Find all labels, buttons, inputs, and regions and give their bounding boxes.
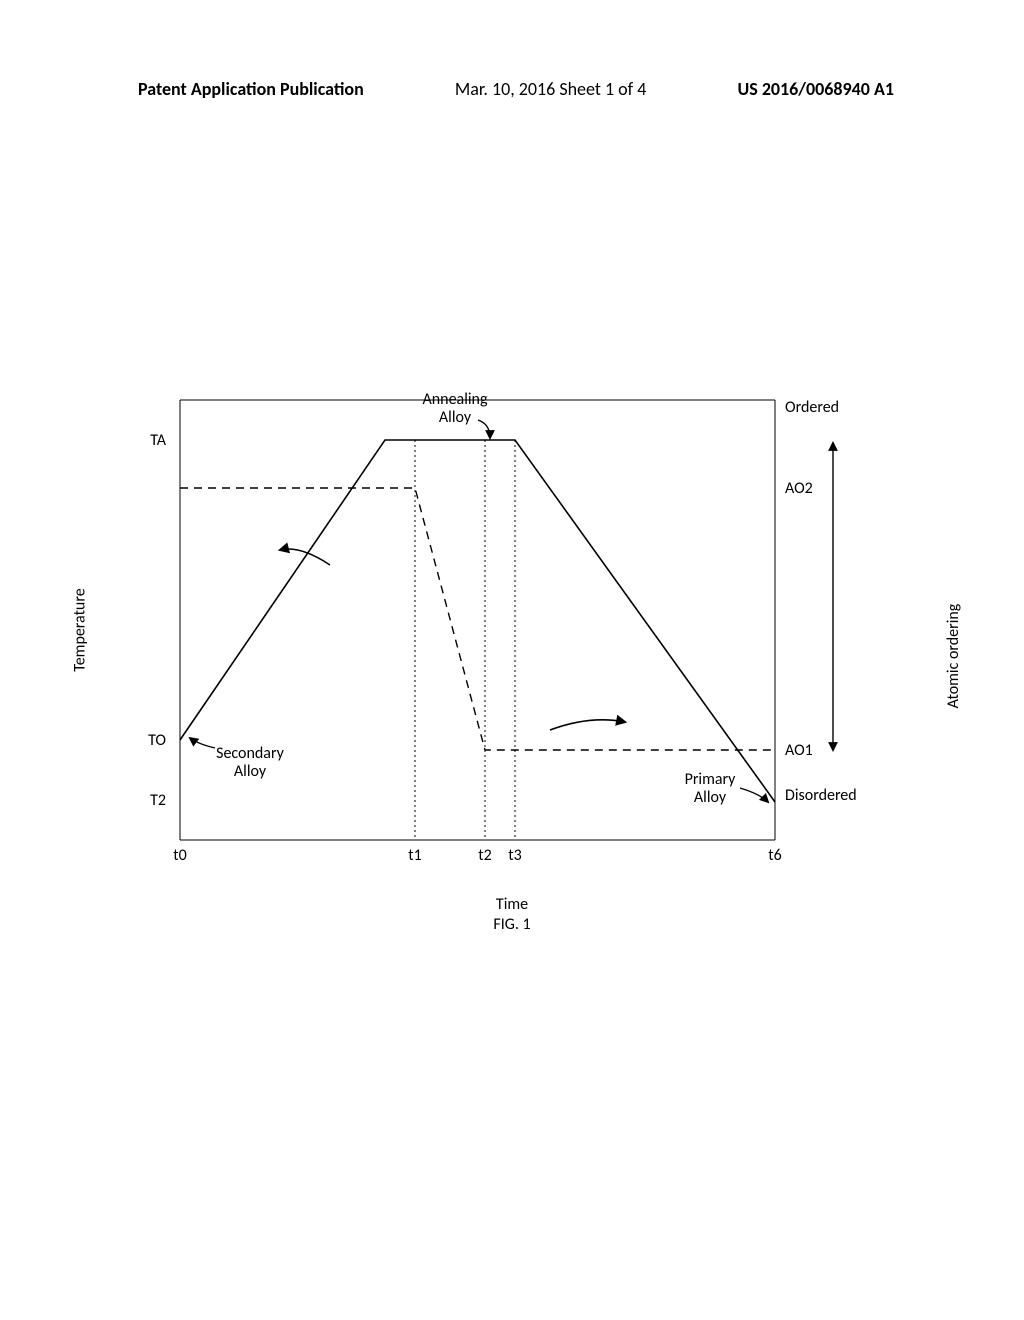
page-header: Patent Application Publication Mar. 10, … [0,78,1024,100]
svg-text:t2: t2 [478,846,491,865]
svg-text:Alloy: Alloy [694,788,727,807]
svg-text:Secondary: Secondary [216,744,285,763]
svg-text:t6: t6 [768,846,781,865]
svg-text:t1: t1 [408,846,421,865]
header-right: US 2016/0068940 A1 [737,78,894,100]
header-center: Mar. 10, 2016 Sheet 1 of 4 [455,78,646,100]
svg-text:Disordered: Disordered [785,786,857,805]
svg-text:t0: t0 [173,846,186,865]
chart: Temperature Atomic ordering TATOT2AO2AO1… [120,370,904,890]
y-axis-label: Temperature [71,588,90,671]
header-left: Patent Application Publication [138,78,364,100]
x-axis-label: Time [0,895,1024,914]
y2-axis-label: Atomic ordering [945,604,964,709]
svg-text:T2: T2 [150,791,166,810]
svg-text:TA: TA [150,431,167,450]
svg-text:t3: t3 [508,846,521,865]
svg-text:Ordered: Ordered [785,398,839,417]
svg-text:AO2: AO2 [785,479,813,498]
svg-text:Alloy: Alloy [439,408,472,427]
svg-text:Primary: Primary [685,770,737,789]
svg-text:TO: TO [148,731,166,750]
svg-text:Alloy: Alloy [234,762,267,781]
figure-label: FIG. 1 [0,915,1024,934]
chart-svg: TA TO T2 AO2 AO1 Ordered Disordered t0 t1 t2 t3 t6 A… [120,370,904,870]
svg-text:Annealing: Annealing [423,390,488,409]
svg-text:AO1: AO1 [785,741,813,760]
